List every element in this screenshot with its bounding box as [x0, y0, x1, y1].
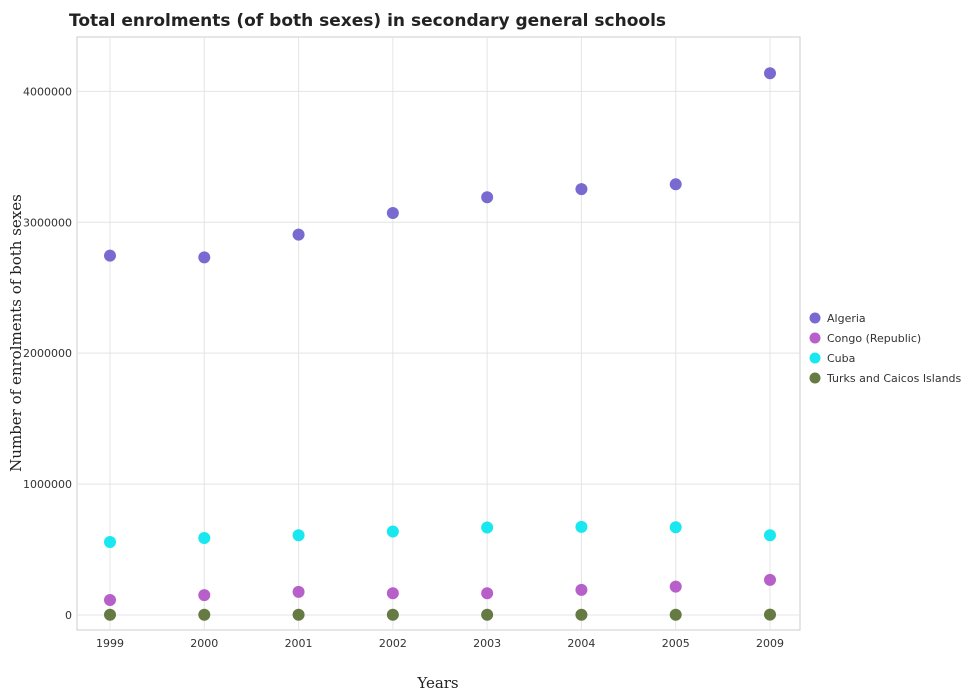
- legend-label-turks-and-caicos-islands: Turks and Caicos Islands: [826, 372, 962, 385]
- y-tick-label: 4000000: [23, 85, 72, 98]
- x-tick-label: 1999: [96, 637, 124, 650]
- x-tick-labels: 1999 2000 2001 2002 2003 2004 2005 2009: [96, 637, 784, 650]
- x-tick-label: 2009: [756, 637, 784, 650]
- x-axis-label: Years: [416, 674, 458, 692]
- point-turks-and-caicos-islands: [104, 608, 116, 621]
- point-congo-republic: [198, 589, 211, 602]
- y-tick-label: 3000000: [23, 216, 72, 229]
- y-tick-labels: 0 1000000 2000000 3000000 4000000: [23, 85, 72, 622]
- point-congo-republic: [386, 587, 399, 600]
- point-congo-republic: [104, 593, 116, 606]
- point-cuba: [764, 529, 776, 542]
- y-tick-label: 0: [65, 609, 72, 622]
- point-algeria: [669, 178, 682, 191]
- legend-marker-cuba: [809, 352, 821, 364]
- y-axis-label: Number of enrolments of both sexes: [7, 194, 25, 472]
- y-tick-label: 1000000: [23, 478, 72, 491]
- point-algeria: [764, 67, 776, 80]
- legend-marker-turks-and-caicos-islands: [809, 372, 821, 384]
- legend-label-congo-republic: Congo (Republic): [827, 332, 921, 345]
- legend-marker-algeria: [809, 312, 821, 324]
- x-tick-label: 2004: [567, 637, 595, 650]
- point-congo-republic: [764, 573, 776, 586]
- data-points: [104, 67, 776, 621]
- point-cuba: [386, 525, 399, 538]
- point-algeria: [575, 183, 588, 196]
- point-cuba: [104, 535, 116, 548]
- point-turks-and-caicos-islands: [198, 608, 211, 621]
- point-turks-and-caicos-islands: [292, 608, 305, 621]
- point-algeria: [198, 251, 211, 264]
- point-cuba: [575, 520, 588, 533]
- point-turks-and-caicos-islands: [481, 608, 494, 621]
- point-congo-republic: [481, 587, 494, 600]
- point-cuba: [669, 521, 682, 534]
- point-turks-and-caicos-islands: [386, 608, 399, 621]
- legend: Algeria Congo (Republic) Cuba Turks and Cai…: [809, 312, 962, 385]
- plot-area: [76, 36, 801, 631]
- point-algeria: [481, 191, 494, 204]
- x-tick-label: 2005: [662, 637, 690, 650]
- point-cuba: [292, 529, 305, 542]
- point-algeria: [386, 206, 399, 219]
- x-tick-label: 2000: [190, 637, 218, 650]
- point-cuba: [198, 532, 211, 545]
- point-turks-and-caicos-islands: [669, 608, 682, 621]
- point-turks-and-caicos-islands: [764, 608, 776, 621]
- legend-marker-congo-republic: [809, 332, 821, 344]
- x-tick-label: 2003: [473, 637, 501, 650]
- point-algeria: [292, 228, 305, 241]
- legend-label-cuba: Cuba: [827, 352, 855, 365]
- point-congo-republic: [292, 585, 305, 598]
- chart-title: Total enrolments (of both sexes) in seco…: [69, 11, 666, 31]
- point-cuba: [481, 521, 494, 534]
- legend-label-algeria: Algeria: [827, 312, 866, 325]
- point-congo-republic: [669, 580, 682, 593]
- x-tick-label: 2002: [379, 637, 407, 650]
- x-tick-label: 2001: [285, 637, 313, 650]
- point-turks-and-caicos-islands: [575, 608, 588, 621]
- point-congo-republic: [575, 583, 588, 596]
- y-tick-label: 2000000: [23, 347, 72, 360]
- point-algeria: [104, 249, 116, 262]
